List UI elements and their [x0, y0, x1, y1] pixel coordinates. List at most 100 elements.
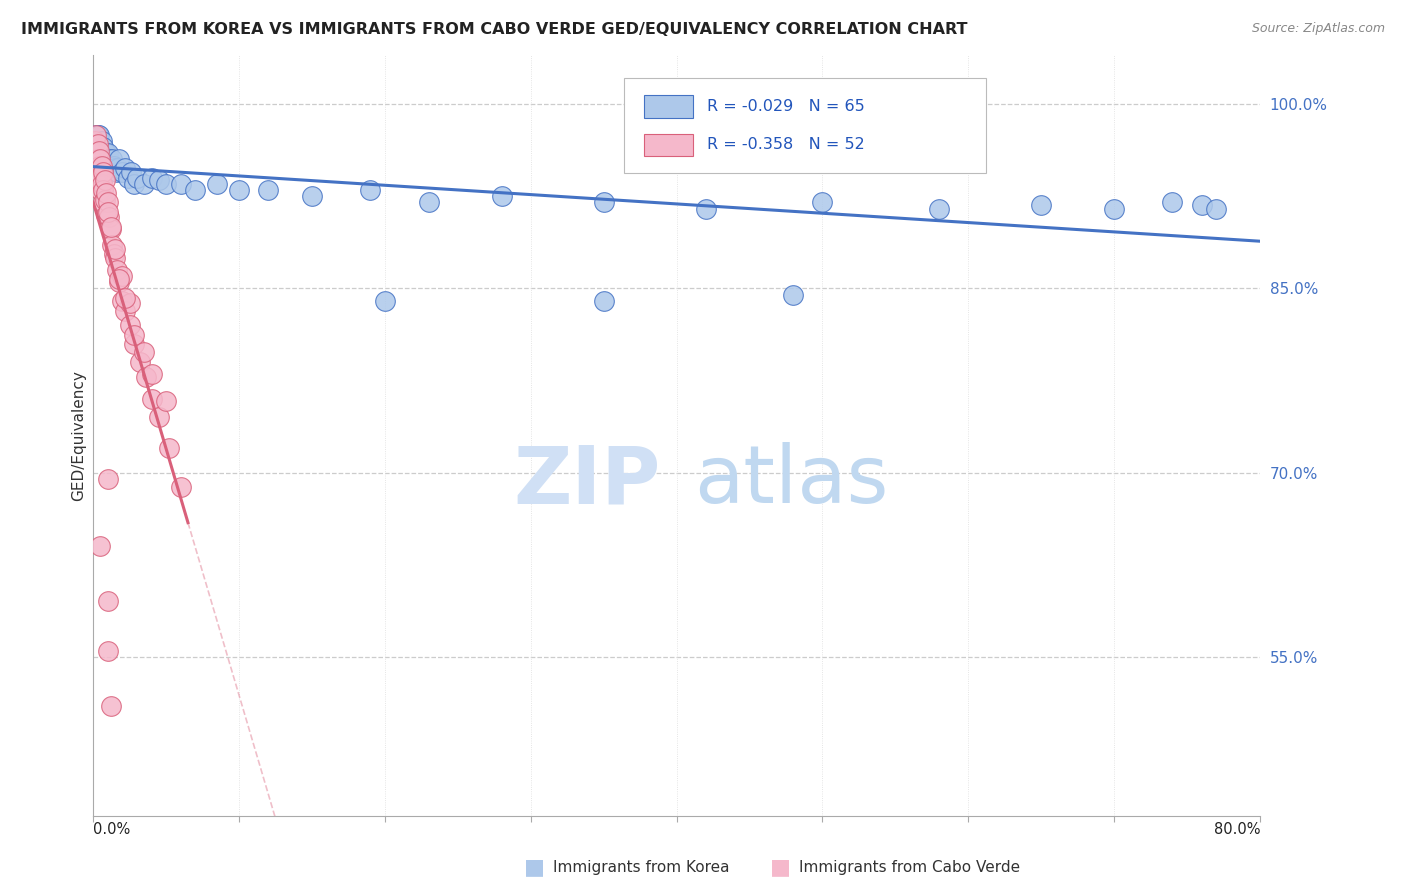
Point: [97, 472, 120, 486]
Point: [91, 146, 114, 161]
Point: [89, 539, 111, 553]
Point: [695, 202, 717, 216]
Point: [107, 161, 129, 175]
Point: [84, 128, 107, 142]
Point: [87, 177, 110, 191]
Text: Immigrants from Korea: Immigrants from Korea: [553, 860, 730, 874]
Point: [89, 183, 111, 197]
Point: [89, 170, 111, 185]
Point: [103, 247, 125, 261]
Point: [111, 269, 134, 284]
Point: [96, 208, 118, 222]
Point: [93, 195, 115, 210]
Point: [108, 275, 131, 289]
Point: [96, 165, 118, 179]
Point: [155, 177, 177, 191]
Point: [94, 193, 117, 207]
Point: [91, 134, 114, 148]
Point: [125, 170, 148, 185]
Point: [111, 293, 134, 308]
Point: [374, 293, 396, 308]
Point: [122, 177, 145, 191]
Point: [141, 392, 163, 406]
Point: [83, 134, 105, 148]
Point: [170, 177, 193, 191]
Point: [84, 146, 107, 161]
Point: [128, 355, 150, 369]
Point: [100, 222, 122, 236]
Point: [86, 140, 108, 154]
Point: [91, 177, 114, 191]
Point: [100, 159, 122, 173]
Point: [104, 251, 127, 265]
Text: ■: ■: [770, 857, 790, 877]
Point: [122, 336, 145, 351]
Point: [93, 165, 115, 179]
Point: [101, 153, 124, 167]
Point: [87, 146, 110, 161]
Point: [148, 410, 170, 425]
Point: [418, 195, 440, 210]
Point: [89, 165, 111, 179]
Point: [155, 394, 177, 409]
Point: [97, 594, 120, 608]
Point: [93, 183, 115, 197]
Point: [98, 210, 121, 224]
Point: [83, 134, 105, 148]
Point: [93, 140, 115, 154]
Bar: [644, 95, 693, 119]
Point: [87, 128, 110, 142]
Point: [928, 202, 950, 216]
Point: [108, 153, 131, 167]
Point: [94, 173, 117, 187]
Point: [592, 293, 614, 308]
Point: [1031, 198, 1053, 212]
Point: [114, 291, 136, 305]
Point: [170, 480, 193, 494]
Point: [301, 189, 323, 203]
Point: [97, 159, 120, 173]
Point: [86, 165, 108, 179]
Text: IMMIGRANTS FROM KOREA VS IMMIGRANTS FROM CABO VERDE GED/EQUIVALENCY CORRELATION : IMMIGRANTS FROM KOREA VS IMMIGRANTS FROM…: [21, 22, 967, 37]
Point: [96, 186, 118, 200]
Point: [86, 136, 108, 151]
Point: [83, 146, 105, 161]
Point: [100, 220, 122, 235]
Text: 0.0%: 0.0%: [93, 822, 131, 838]
Point: [134, 345, 156, 359]
Point: [491, 189, 513, 203]
Point: [97, 643, 120, 657]
Point: [205, 177, 228, 191]
Point: [104, 161, 127, 175]
Point: [87, 144, 110, 158]
Text: ■: ■: [524, 857, 544, 877]
Point: [108, 271, 131, 285]
Point: [93, 153, 115, 167]
Point: [93, 170, 115, 185]
Point: [94, 146, 117, 161]
FancyBboxPatch shape: [624, 78, 986, 173]
Point: [1102, 202, 1125, 216]
Point: [359, 183, 381, 197]
Text: R = -0.358   N = 52: R = -0.358 N = 52: [707, 136, 865, 152]
Point: [84, 128, 107, 142]
Point: [97, 146, 120, 161]
Point: [141, 170, 163, 185]
Text: atlas: atlas: [695, 442, 889, 520]
Point: [98, 153, 121, 167]
Point: [84, 159, 107, 173]
Point: [118, 318, 141, 333]
Point: [135, 369, 157, 384]
Point: [89, 153, 111, 167]
Point: [1205, 202, 1227, 216]
Point: [148, 173, 170, 187]
Point: [89, 153, 111, 167]
Point: [91, 159, 114, 173]
Point: [86, 153, 108, 167]
Point: [94, 159, 117, 173]
Point: [86, 128, 108, 142]
Text: ZIP: ZIP: [513, 442, 661, 520]
Point: [100, 698, 122, 713]
Text: 80.0%: 80.0%: [1213, 822, 1260, 838]
Point: [257, 183, 280, 197]
